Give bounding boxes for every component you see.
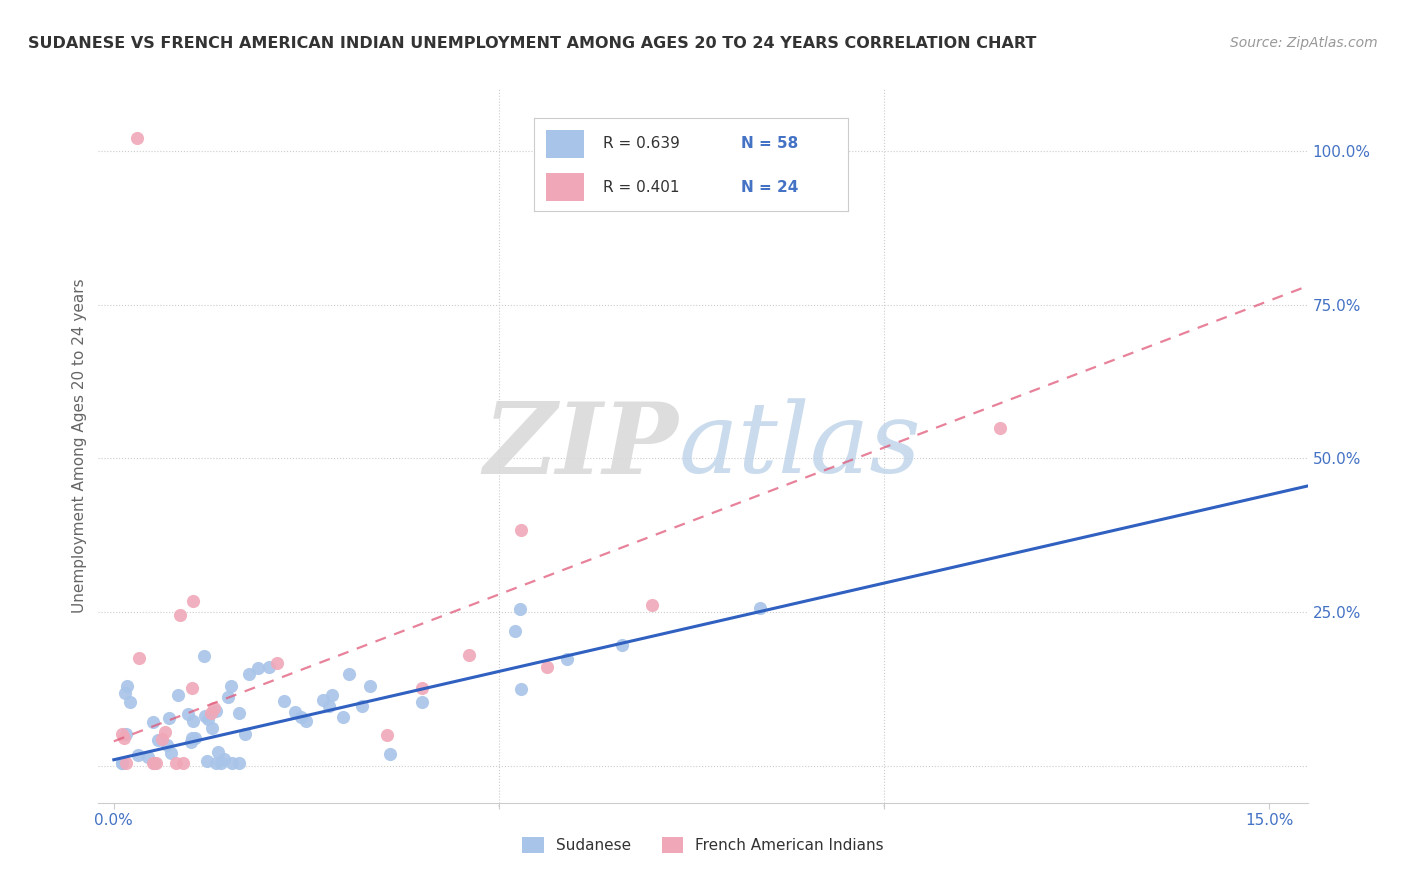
Point — [238, 666, 260, 681]
Point — [169, 608, 191, 623]
Point — [153, 725, 176, 739]
Point — [212, 752, 235, 766]
Point — [181, 681, 204, 695]
Point — [217, 690, 239, 704]
Point — [115, 756, 138, 770]
Point — [180, 735, 202, 749]
Point — [273, 694, 295, 708]
Point — [378, 747, 401, 761]
Point — [503, 624, 526, 639]
Point — [172, 756, 194, 770]
Point — [749, 601, 772, 615]
Point — [142, 756, 165, 770]
Point — [988, 420, 1011, 434]
Y-axis label: Unemployment Among Ages 20 to 24 years: Unemployment Among Ages 20 to 24 years — [72, 278, 87, 614]
Point — [195, 754, 218, 768]
Point — [337, 667, 360, 681]
Point — [146, 732, 169, 747]
Point — [318, 698, 340, 713]
Point — [509, 601, 531, 615]
Text: atlas: atlas — [679, 399, 921, 493]
Point — [176, 706, 198, 721]
Point — [166, 688, 188, 702]
Point — [127, 748, 149, 763]
Point — [181, 714, 204, 729]
Point — [110, 756, 132, 770]
Point — [290, 709, 312, 723]
Point — [204, 700, 226, 714]
Point — [204, 756, 226, 770]
Point — [207, 745, 229, 759]
Point — [295, 714, 318, 729]
Point — [128, 650, 150, 665]
Point — [142, 715, 165, 730]
Point — [157, 711, 180, 725]
Point — [321, 688, 343, 702]
Point — [411, 695, 433, 709]
Point — [160, 746, 183, 760]
Text: Source: ZipAtlas.com: Source: ZipAtlas.com — [1230, 36, 1378, 50]
Point — [181, 594, 204, 608]
Point — [114, 686, 136, 700]
Point — [136, 750, 159, 764]
Point — [150, 732, 173, 747]
Point — [284, 705, 307, 719]
Point — [228, 706, 250, 721]
Point — [209, 756, 232, 770]
Point — [111, 726, 134, 740]
Point — [165, 756, 187, 770]
Point — [332, 709, 354, 723]
Point — [510, 682, 533, 697]
Point — [115, 727, 138, 741]
Point — [536, 660, 558, 674]
Point — [112, 731, 135, 745]
Point — [197, 712, 219, 726]
Point — [194, 709, 217, 723]
Point — [219, 679, 242, 693]
Point — [125, 131, 148, 145]
Text: ZIP: ZIP — [484, 398, 679, 494]
Point — [457, 648, 479, 663]
Point — [200, 706, 222, 720]
Point — [145, 756, 167, 770]
Point — [184, 731, 207, 746]
Point — [641, 598, 664, 612]
Point — [359, 679, 381, 693]
Point — [120, 694, 142, 708]
Point — [117, 679, 139, 693]
Point — [205, 704, 228, 718]
Point — [411, 681, 433, 696]
Point — [193, 649, 215, 664]
Point — [233, 727, 256, 741]
Point — [375, 728, 398, 742]
Point — [312, 693, 335, 707]
Point — [266, 656, 288, 670]
Point — [221, 756, 243, 770]
Point — [110, 756, 132, 770]
Point — [246, 661, 269, 675]
Point — [510, 523, 533, 537]
Legend: Sudanese, French American Indians: Sudanese, French American Indians — [516, 831, 890, 859]
Point — [143, 756, 166, 770]
Point — [228, 756, 250, 770]
Point — [181, 731, 204, 745]
Point — [350, 699, 373, 714]
Point — [156, 738, 179, 752]
Text: SUDANESE VS FRENCH AMERICAN INDIAN UNEMPLOYMENT AMONG AGES 20 TO 24 YEARS CORREL: SUDANESE VS FRENCH AMERICAN INDIAN UNEMP… — [28, 36, 1036, 51]
Point — [259, 660, 281, 674]
Point — [200, 721, 222, 735]
Point — [610, 639, 633, 653]
Point — [557, 651, 579, 665]
